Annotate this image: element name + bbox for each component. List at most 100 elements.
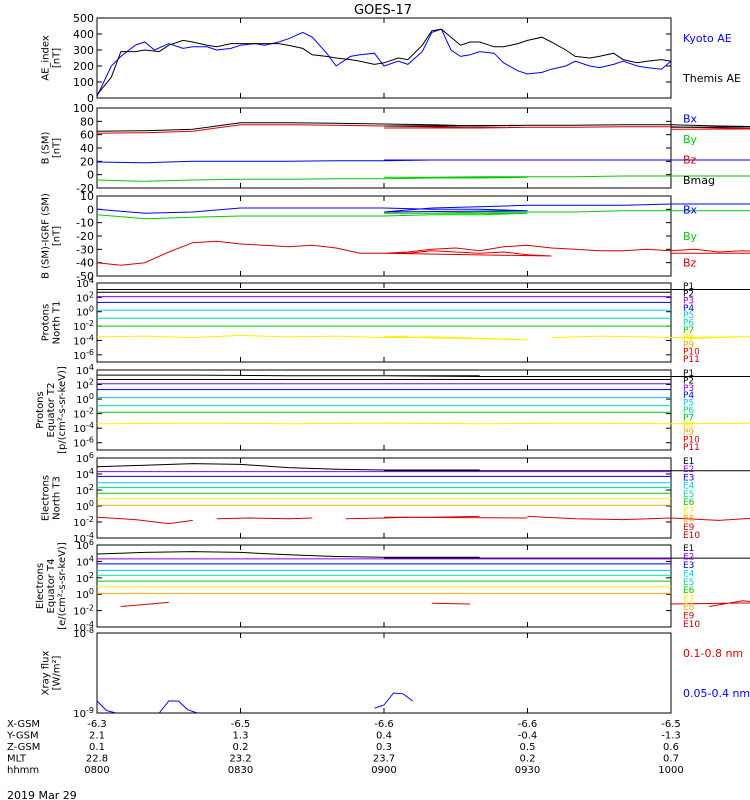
orbit-value: -6.6 xyxy=(374,719,394,730)
legend-ae-0: Kyoto AE xyxy=(683,32,732,45)
y-tick-label: 100 xyxy=(76,587,94,601)
orbit-value: 0.4 xyxy=(376,731,392,742)
orbit-value: 2.1 xyxy=(89,731,105,742)
y-tick-label: 10-2 xyxy=(73,407,94,421)
orbit-value: 23.7 xyxy=(373,754,395,765)
y-axis-label-line: [p/(cm²-s-sr-keV)] xyxy=(57,366,68,454)
tick-base: 10 xyxy=(76,381,89,392)
legend-e4-6: E7 xyxy=(683,595,694,605)
y-tick-label: 100 xyxy=(73,102,94,115)
y-axis-label-line: [nT] xyxy=(52,138,63,158)
tick-base: 10 xyxy=(76,502,89,513)
y-axis-label-line: Xray flux xyxy=(41,651,52,696)
legend-e4-1: E2 xyxy=(683,552,694,562)
y-tick-label: 10-4 xyxy=(73,531,94,545)
tick-exponent: -4 xyxy=(86,333,94,342)
series-p8 xyxy=(96,422,750,425)
y-axis-label: ElectronsEquator T4[e/(cm²-s-sr-keV)] xyxy=(35,542,68,630)
tick-exponent: 4 xyxy=(89,363,94,372)
tick-exponent: -4 xyxy=(86,421,94,430)
legend-p2-4: P5 xyxy=(683,399,694,409)
y-axis-label-line: [nT] xyxy=(52,226,63,246)
y-axis-label-line: Electrons xyxy=(35,563,46,609)
tick-base: 10 xyxy=(76,308,89,319)
series-e9c xyxy=(670,600,750,607)
legend-e4-3: E4 xyxy=(683,569,695,579)
panels: 0100200300400500AE_index[nT]-20020406080… xyxy=(35,12,750,720)
y-tick-label: 104 xyxy=(76,276,94,290)
y-tick-label: 10-4 xyxy=(73,620,94,634)
legend-bsm-0: Bx xyxy=(683,112,698,125)
y-axis-label: AE_index[nT] xyxy=(41,35,63,81)
tick-base: 10 xyxy=(76,486,89,497)
y-tick-label: 400 xyxy=(73,28,94,41)
y-axis-label-line: B (SM) xyxy=(41,131,52,164)
series-p1 xyxy=(97,374,750,377)
y-tick-label: 104 xyxy=(76,467,94,481)
tick-exponent: -6 xyxy=(86,348,94,357)
series-e9b xyxy=(431,602,471,605)
tick-base: 10 xyxy=(73,410,86,421)
y-axis-label: ElectronsNorth T3 xyxy=(41,475,63,521)
legend-e4-5: E6 xyxy=(683,586,695,596)
legend-p1-0: P1 xyxy=(683,282,694,292)
panel-frame xyxy=(96,369,672,451)
tick-base: 10 xyxy=(73,623,86,634)
y-axis-label-line: [W/m²] xyxy=(52,655,63,690)
y-tick-label: 104 xyxy=(76,363,94,377)
tick-exponent: -9 xyxy=(86,706,94,715)
y-tick-label: 300 xyxy=(73,44,94,57)
legend-e3-1: E2 xyxy=(683,465,694,475)
legend-p1-6: P7 xyxy=(683,326,694,336)
figure-title: GOES-17 xyxy=(354,3,412,18)
legend-e4-9: E10 xyxy=(683,620,700,630)
tick-exponent: 4 xyxy=(89,467,94,476)
legend-p2-3: P4 xyxy=(683,391,694,401)
tick-exponent: 2 xyxy=(89,571,94,580)
series-bx xyxy=(96,203,750,214)
legend-p1-2: P3 xyxy=(683,297,694,307)
y-tick-label: -20 xyxy=(76,230,94,243)
orbit-value: 0900 xyxy=(371,765,396,776)
legend-e4-8: E9 xyxy=(683,612,695,622)
y-tick-label: 10-2 xyxy=(73,515,94,529)
y-tick-label: 10 xyxy=(80,190,94,203)
tick-exponent: -8 xyxy=(86,626,94,635)
legend-e4-4: E5 xyxy=(683,578,694,588)
tick-exponent: -4 xyxy=(86,531,94,540)
legend-p2-2: P3 xyxy=(683,384,694,394)
legend-bigrf-1: By xyxy=(683,230,698,243)
tick-exponent: 2 xyxy=(89,378,94,387)
legend-e3-2: E3 xyxy=(683,473,694,483)
tick-base: 10 xyxy=(73,439,86,450)
y-tick-label: 20 xyxy=(80,155,94,168)
y-tick-label: 10-6 xyxy=(73,348,94,362)
panel-frame xyxy=(96,282,672,363)
y-tick-label: 0 xyxy=(87,92,94,105)
series-e1 xyxy=(96,463,750,472)
series-e9e xyxy=(527,515,750,521)
orbit-value: -1.3 xyxy=(661,731,681,742)
series-bx xyxy=(96,159,750,164)
orbit-value: 0.3 xyxy=(376,742,392,753)
y-tick-label: 102 xyxy=(76,378,94,392)
tick-exponent: 0 xyxy=(89,499,94,508)
tick-exponent: 2 xyxy=(89,290,94,299)
tick-exponent: 0 xyxy=(89,392,94,401)
tick-exponent: -2 xyxy=(86,515,94,524)
orbit-value: -6.3 xyxy=(87,719,107,730)
orbit-value: 0.5 xyxy=(520,742,536,753)
tick-exponent: 6 xyxy=(89,451,94,460)
y-tick-label: 0 xyxy=(87,203,94,216)
y-tick-label: 10-4 xyxy=(73,333,94,347)
y-axis-label-line: North T3 xyxy=(52,476,63,520)
y-tick-label: 10-6 xyxy=(73,436,94,450)
legend-p2-6: P7 xyxy=(683,413,694,423)
legend-bigrf-2: Bz xyxy=(683,257,697,270)
tick-exponent: -6 xyxy=(86,436,94,445)
y-tick-label: -10 xyxy=(76,217,94,230)
y-axis-label-line: B (SM)-IGRF (SM) xyxy=(41,193,52,279)
